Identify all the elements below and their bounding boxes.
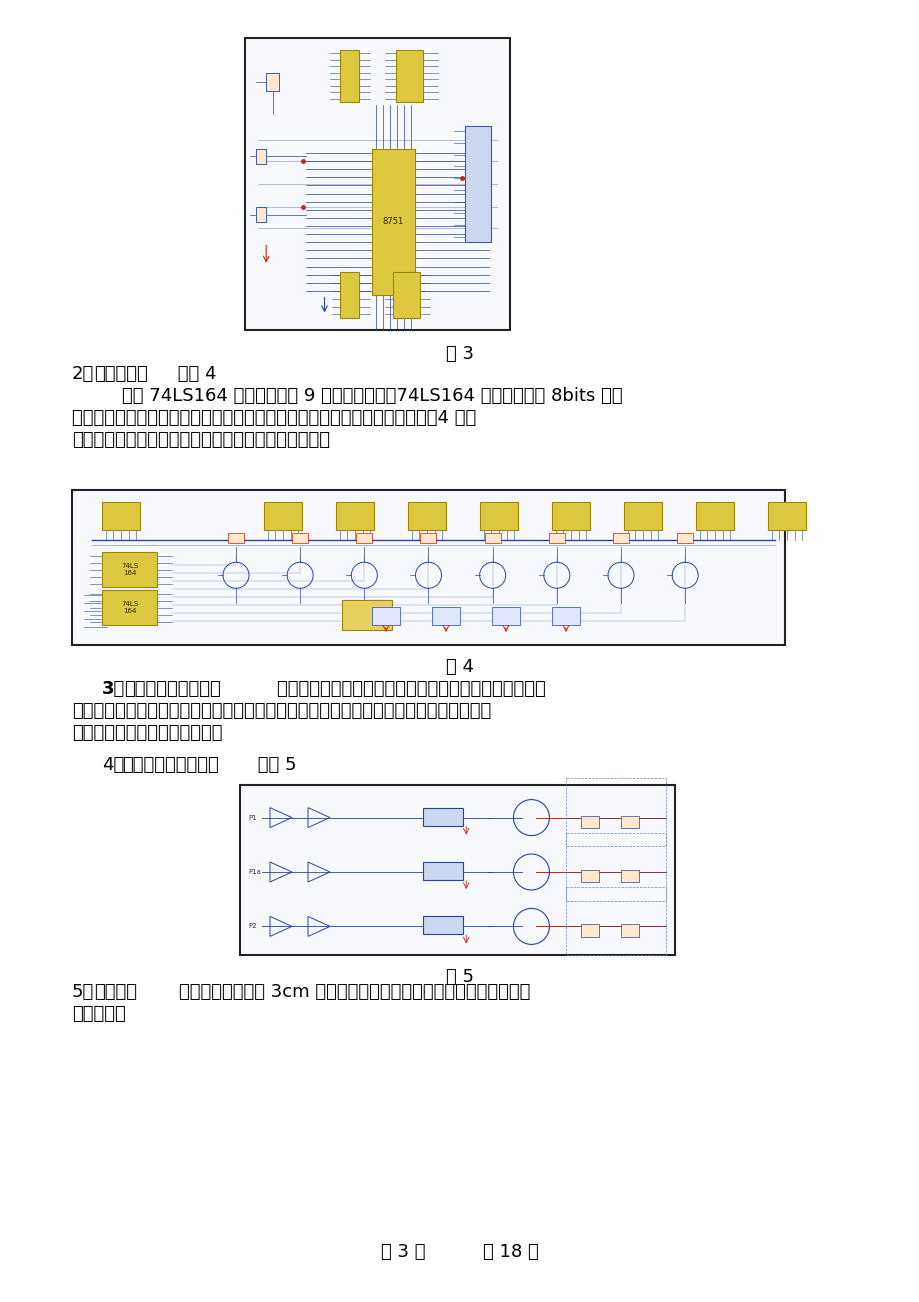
Bar xyxy=(407,503,446,530)
Text: 盘的形式，利用单片机的灵活编程，扩展其键入功能。: 盘的形式，利用单片机的灵活编程，扩展其键入功能。 xyxy=(72,431,330,449)
Bar xyxy=(340,272,358,318)
Text: 图 3: 图 3 xyxy=(446,345,473,363)
Bar xyxy=(492,607,519,625)
Bar xyxy=(264,503,301,530)
Text: 声光报警: 声光报警 xyxy=(94,983,137,1001)
Bar xyxy=(342,600,391,630)
Bar xyxy=(371,607,400,625)
Text: 步进电机驱动和控制: 步进电机驱动和控制 xyxy=(122,756,219,773)
Bar xyxy=(255,207,266,221)
Text: 8751: 8751 xyxy=(382,217,403,227)
Bar xyxy=(72,490,784,644)
Text: 74LS
164: 74LS 164 xyxy=(120,562,138,575)
Bar xyxy=(422,862,462,880)
Bar xyxy=(335,503,374,530)
Text: 如图 5: 如图 5 xyxy=(252,756,296,773)
Bar xyxy=(393,272,419,318)
Text: P1a: P1a xyxy=(248,868,261,875)
Bar xyxy=(240,785,675,954)
Bar xyxy=(581,924,598,936)
Bar xyxy=(372,148,414,296)
Bar xyxy=(255,148,266,164)
Text: 第 3 页          共 18 页: 第 3 页 共 18 页 xyxy=(380,1243,539,1262)
Text: 2、: 2、 xyxy=(72,365,94,383)
Bar xyxy=(422,917,462,935)
Bar xyxy=(340,49,358,103)
Bar xyxy=(484,534,500,543)
Bar xyxy=(244,38,509,329)
Text: 内的各种透明体、半透明体、不透明体，从而可以灵敏地反应水滴滴下。利用光电耦合器: 内的各种透明体、半透明体、不透明体，从而可以灵敏地反应水滴滴下。利用光电耦合器 xyxy=(72,702,491,720)
Text: 采用红外线的发射和接收装置，它可用来检测包括液体在: 采用红外线的发射和接收装置，它可用来检测包括液体在 xyxy=(254,680,545,698)
Bar xyxy=(696,503,733,530)
Text: P1: P1 xyxy=(248,815,256,820)
Bar xyxy=(292,534,308,543)
Bar xyxy=(464,125,491,242)
Bar xyxy=(565,887,665,954)
Bar xyxy=(620,924,639,936)
Bar xyxy=(581,815,598,828)
Bar xyxy=(266,73,279,91)
Bar xyxy=(432,607,460,625)
Bar xyxy=(620,815,639,828)
Bar xyxy=(422,807,462,825)
Bar xyxy=(565,832,665,901)
Bar xyxy=(551,503,589,530)
Bar xyxy=(102,552,157,587)
Bar xyxy=(102,503,140,530)
Bar xyxy=(623,503,662,530)
Text: 4、: 4、 xyxy=(102,756,124,773)
Bar xyxy=(356,534,372,543)
Text: 如图 4: 如图 4 xyxy=(172,365,216,383)
Text: 当检测到液面低于 3cm 时由单片机采集到报警信号，由报警芒片发出: 当检测到液面低于 3cm 时由单片机采集到报警信号，由报警芒片发出 xyxy=(156,983,529,1001)
Text: 5、: 5、 xyxy=(72,983,94,1001)
Text: 3、: 3、 xyxy=(102,680,125,698)
Bar xyxy=(620,870,639,883)
Text: 声光报警。: 声光报警。 xyxy=(72,1005,126,1023)
Bar xyxy=(676,534,692,543)
Bar xyxy=(767,503,805,530)
Bar xyxy=(551,607,579,625)
Bar xyxy=(420,534,436,543)
Text: 利用 74LS164 进行串行动态 9 位数码管显示，74LS164 的主要功能是 8bits 的串: 利用 74LS164 进行串行动态 9 位数码管显示，74LS164 的主要功能… xyxy=(122,387,622,405)
Text: 红外传感和信号处理: 红外传感和信号处理 xyxy=(124,680,221,698)
Text: 显示与键盘: 显示与键盘 xyxy=(94,365,148,383)
Text: 图 5: 图 5 xyxy=(446,967,473,986)
Text: P2: P2 xyxy=(248,923,256,930)
Bar xyxy=(102,590,157,625)
Bar xyxy=(395,49,422,103)
Text: 图 4: 图 4 xyxy=(446,658,473,676)
Text: 对电信号进行处理，减少干扰。: 对电信号进行处理，减少干扰。 xyxy=(72,724,222,742)
Bar xyxy=(549,534,564,543)
Text: 74LS
164: 74LS 164 xyxy=(120,602,138,615)
Bar xyxy=(612,534,629,543)
Bar xyxy=(581,870,598,883)
Bar xyxy=(228,534,244,543)
Bar xyxy=(565,779,665,846)
Text: 入并出数据处理。电路结构简单，功能强大。采用中断和查询的方法，设计的4 键键: 入并出数据处理。电路结构简单，功能强大。采用中断和查询的方法，设计的4 键键 xyxy=(72,409,476,427)
Bar xyxy=(480,503,517,530)
